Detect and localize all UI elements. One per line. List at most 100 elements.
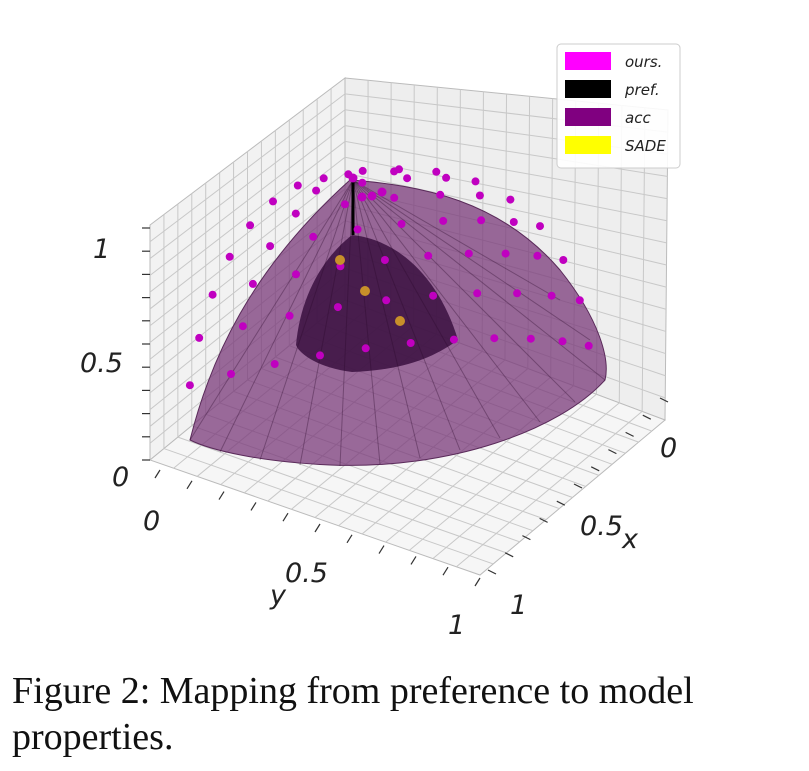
pref-point: [357, 192, 367, 202]
y-tick-1: 1: [448, 610, 465, 641]
ours-point: [269, 197, 277, 206]
axis-tick: [442, 566, 449, 576]
z-tick-1: 1: [93, 234, 110, 265]
ours-point: [291, 209, 300, 218]
sade-point: [395, 316, 405, 326]
axis-tick: [642, 414, 652, 420]
grid-line: [408, 393, 597, 551]
ours-point: [477, 216, 486, 225]
ours-point: [575, 296, 584, 305]
ours-point: [536, 222, 544, 231]
axis-tick: [154, 469, 161, 479]
axis-tick: [410, 556, 417, 565]
axis-tick: [659, 397, 669, 403]
ours-point: [513, 289, 522, 298]
ours-point: [390, 193, 399, 202]
y-tick-05: 0.5: [285, 558, 328, 589]
ours-point: [270, 360, 279, 368]
axis-tick: [218, 491, 225, 500]
ours-point: [395, 165, 403, 174]
ours-point: [397, 220, 406, 228]
ours-point: [340, 200, 349, 209]
mesh-line: [352, 179, 576, 403]
mesh-line: [352, 179, 501, 439]
ours-point: [293, 181, 302, 190]
mesh-line: [352, 179, 561, 301]
x-axis-label: x: [621, 524, 639, 555]
x-tick-0: 0: [660, 433, 677, 464]
ours-point: [526, 334, 535, 343]
ours-point: [471, 177, 480, 186]
ours-point: [382, 296, 391, 305]
sade-point: [335, 255, 345, 265]
ours-point: [506, 195, 515, 204]
axis-tick: [590, 466, 600, 472]
ours-point: [403, 174, 412, 183]
axis-tick: [474, 577, 481, 587]
axis-tick: [625, 431, 634, 437]
ours-point: [406, 339, 415, 347]
axis-tick: [487, 569, 497, 575]
ours-point: [333, 303, 342, 312]
ours-point: [227, 370, 235, 378]
mesh-line: [352, 179, 461, 451]
ours-point: [501, 249, 510, 258]
grid-line: [432, 402, 620, 559]
ours-point: [464, 249, 473, 258]
ours-point: [358, 166, 367, 175]
grid-line: [149, 188, 346, 343]
ours-point: [424, 251, 433, 260]
ours-point: [547, 291, 556, 300]
ours-point: [353, 225, 362, 234]
pref-point: [348, 173, 358, 183]
legend-swatch: [565, 52, 611, 70]
ours-point: [432, 167, 441, 176]
axis-tick: [378, 545, 385, 554]
ours-point: [266, 242, 275, 251]
data-points: [185, 165, 593, 390]
z-tick-0: 0: [112, 462, 129, 493]
legend-label: SADE: [625, 137, 666, 155]
ours-point: [449, 335, 458, 344]
ours-point: [584, 341, 593, 350]
mesh-line: [259, 179, 354, 461]
ours-point: [248, 279, 257, 288]
pref-point: [367, 191, 377, 201]
axis-tick: [314, 523, 321, 533]
mesh-line: [299, 179, 354, 466]
y-tick-0: 0: [143, 506, 160, 537]
ours-point: [490, 334, 499, 343]
mesh-line: [339, 179, 354, 467]
legend: ours. pref. acc SADE: [556, 43, 681, 169]
figure-caption: Figure 2: Mapping from preference to mod…: [12, 670, 694, 758]
x-tick-1: 1: [510, 590, 527, 621]
legend-swatch: [565, 136, 611, 154]
ours-point: [312, 186, 321, 195]
ours-point: [509, 218, 518, 226]
ours-point: [225, 252, 234, 261]
axis-tick: [522, 535, 531, 541]
ours-point: [238, 322, 247, 331]
ours-point: [316, 351, 324, 360]
ours-point: [285, 311, 294, 320]
legend-label: ours.: [625, 53, 662, 71]
ours-point: [558, 337, 567, 346]
axis-tick: [282, 512, 289, 522]
ours-point: [319, 174, 328, 183]
ours-point: [436, 190, 445, 199]
ours-point: [533, 251, 542, 260]
pref-point: [377, 187, 387, 197]
axis-tick: [346, 534, 353, 544]
mesh-line: [352, 179, 591, 341]
legend-label: pref.: [624, 81, 660, 99]
axis-tick: [504, 552, 514, 558]
axis-tick: [250, 502, 257, 511]
mesh-line: [352, 179, 421, 459]
ours-point: [473, 289, 482, 298]
ours-point: [246, 221, 255, 230]
3d-scatter-figure: 1 0.5 0 0 0.5 1 y 0 0.5 1 x ours. pref. ac…: [80, 43, 681, 641]
ours-point: [208, 290, 217, 299]
x-tick-05: 0.5: [580, 511, 623, 542]
y-axis-label: y: [269, 580, 287, 611]
